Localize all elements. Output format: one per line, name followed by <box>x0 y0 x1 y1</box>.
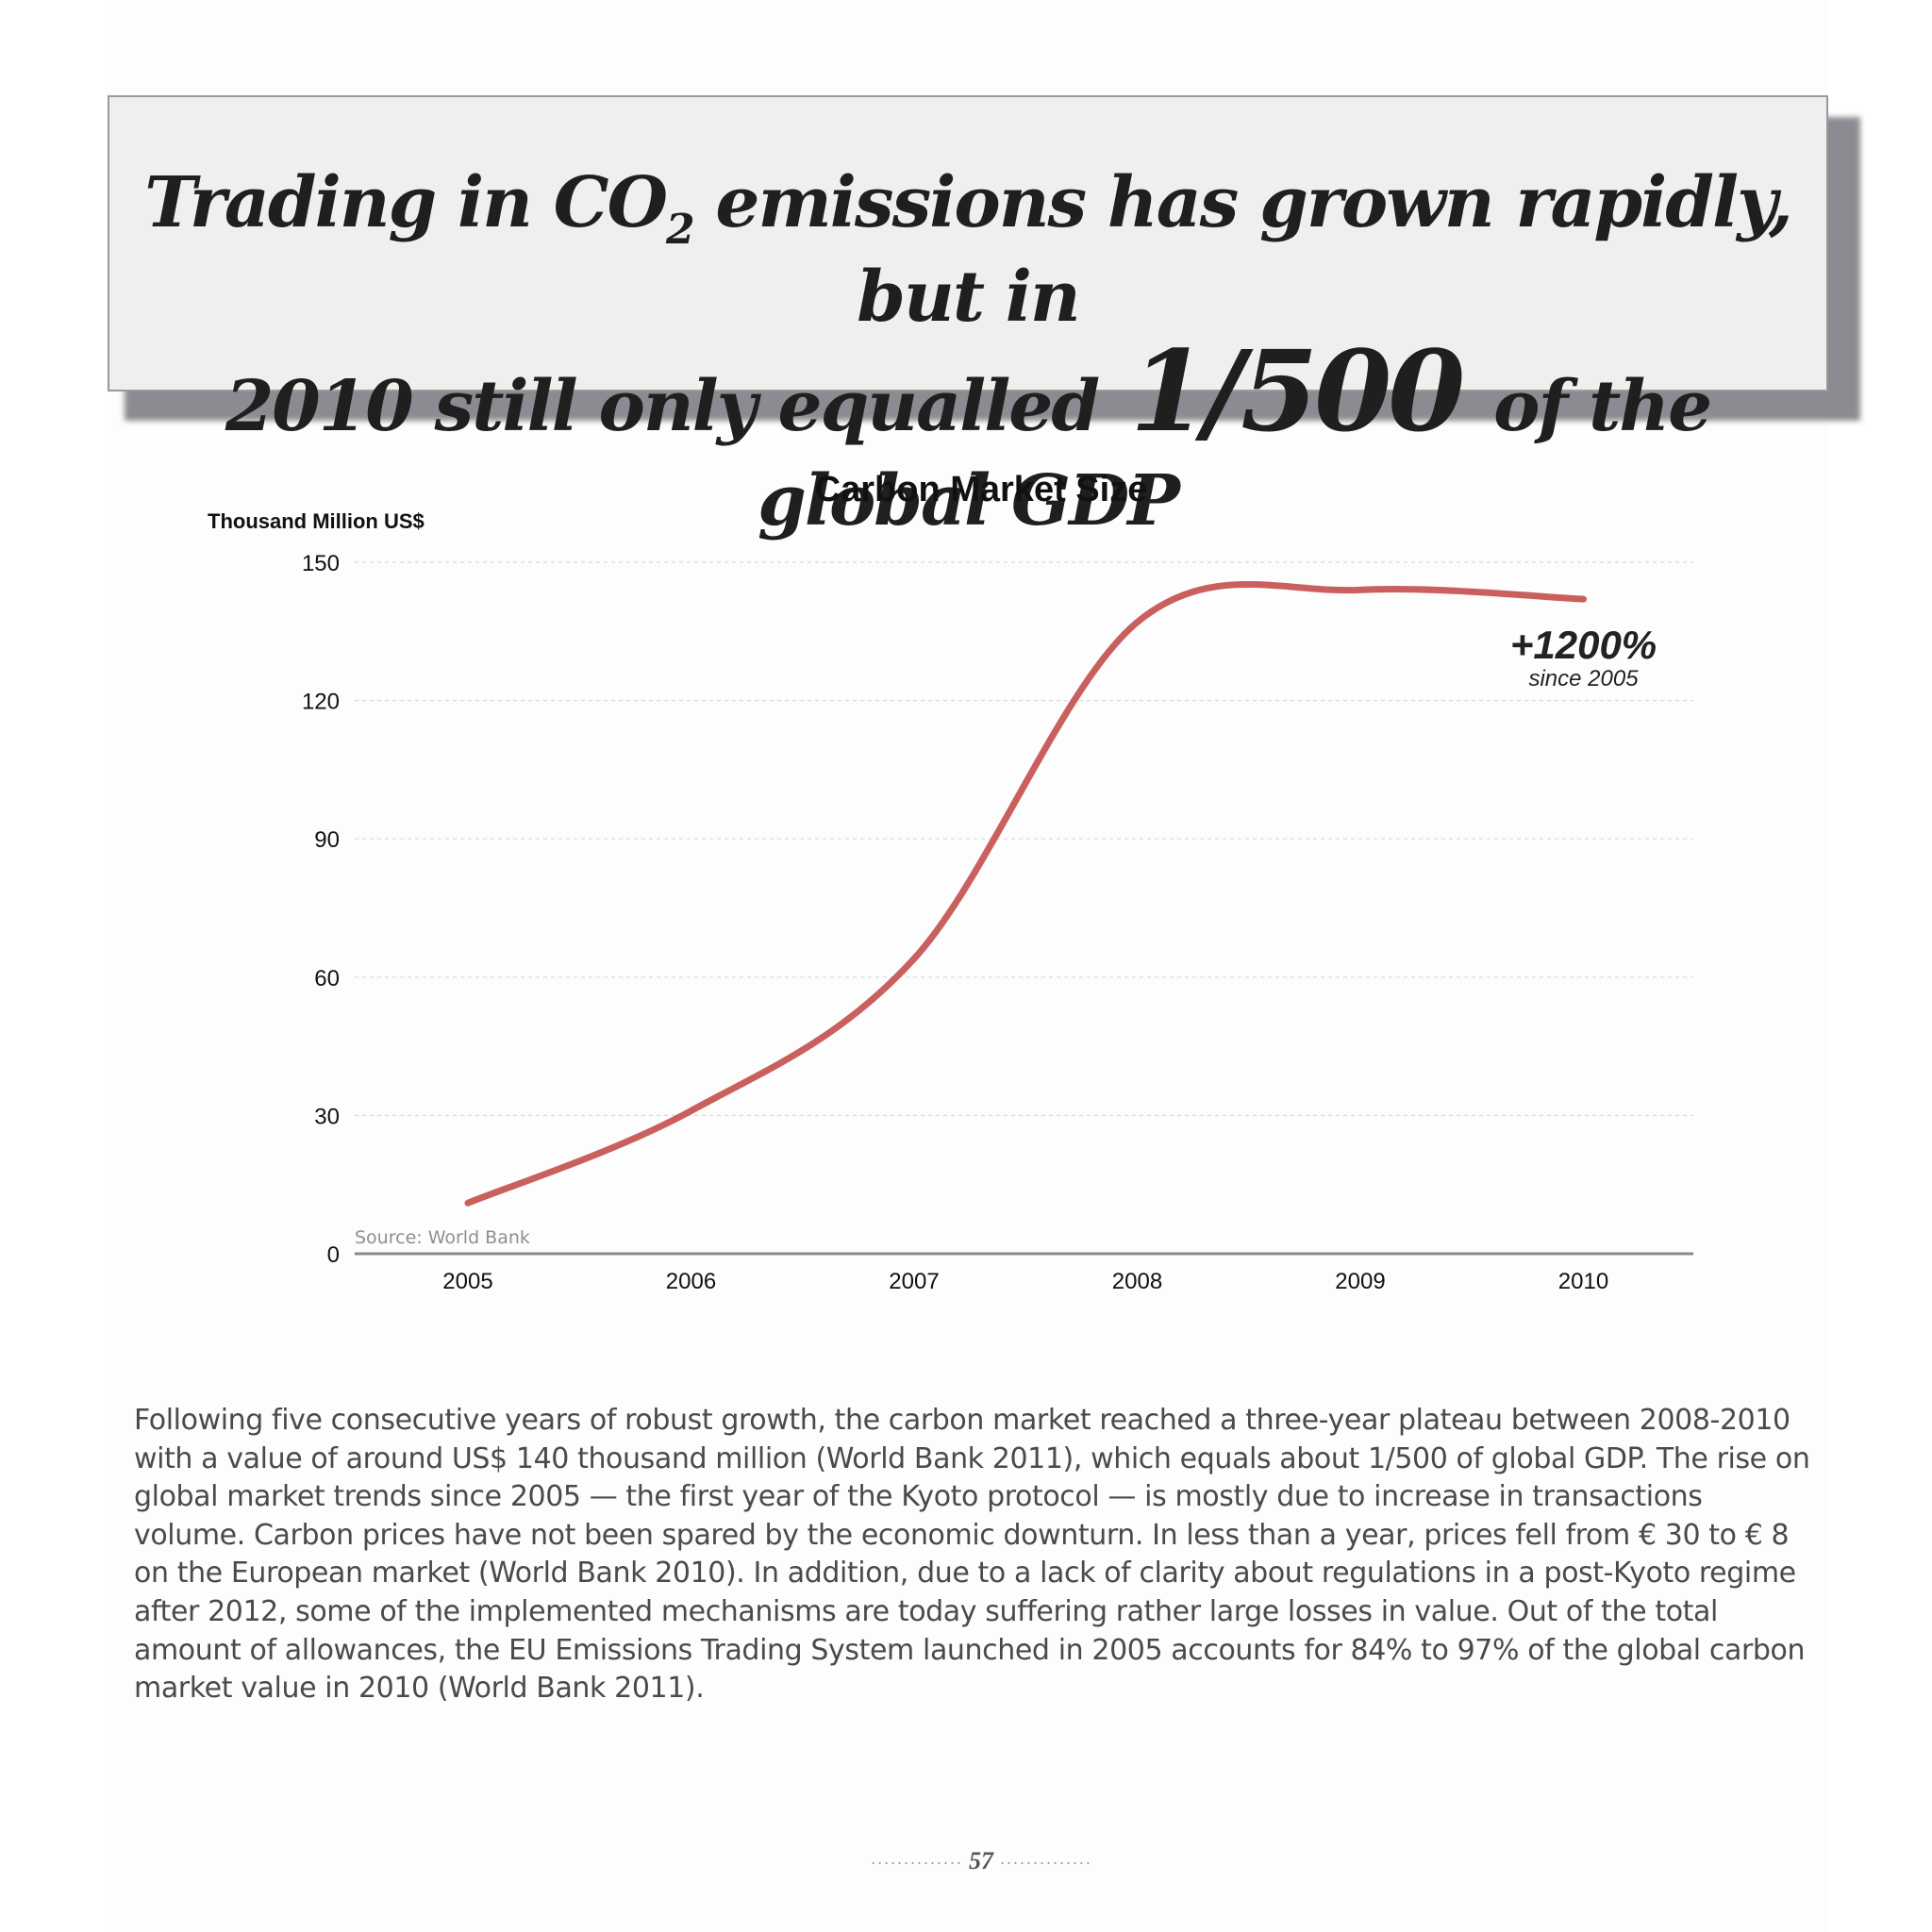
y-tick-labels: 0 30 60 90 120 150 <box>302 551 340 1268</box>
y-tick-label: 60 <box>314 966 340 991</box>
headline-line1-start: Trading in CO <box>144 162 668 243</box>
x-tick-label: 2007 <box>889 1269 939 1294</box>
x-tick-label: 2008 <box>1112 1269 1162 1294</box>
x-tick-label: 2010 <box>1558 1269 1608 1294</box>
x-tick-label: 2005 <box>442 1269 492 1294</box>
annotation-value: +1200% <box>1510 623 1657 667</box>
page-number-value: 57 <box>969 1847 993 1874</box>
page-number-dots-right: ·············· <box>999 1854 1092 1873</box>
grid-lines <box>355 561 1693 1117</box>
headline-highlight-ratio: 1/500 <box>1129 325 1466 457</box>
y-tick-label: 150 <box>302 551 340 576</box>
page-number: ·············· 57 ·············· <box>0 1847 1932 1875</box>
y-tick-label: 0 <box>327 1242 340 1268</box>
y-tick-label: 30 <box>314 1104 340 1129</box>
headline-subscript: 2 <box>666 206 695 254</box>
x-tick-label: 2006 <box>666 1269 716 1294</box>
headline-box: Trading in CO2 emissions has grown rapid… <box>108 95 1828 541</box>
body-text: Following five consecutive years of robu… <box>134 1402 1813 1708</box>
chart-title: Carbon Market Size <box>814 470 1148 509</box>
series-line <box>464 581 1587 1207</box>
headline-line2-start: 2010 still only equalled <box>225 366 1121 447</box>
y-tick-label: 90 <box>314 827 340 853</box>
body-paragraph: Following five consecutive years of robu… <box>134 1404 1810 1706</box>
line-chart: 0 30 60 90 120 150 2005 2006 2007 2008 2009 2010 S… <box>302 551 1693 1294</box>
x-tick-labels: 2005 2006 2007 2008 2009 2010 <box>442 1269 1608 1294</box>
y-tick-label: 120 <box>302 690 340 715</box>
headline-line2-end: of the global GDP <box>758 366 1712 541</box>
source-label: Source: World Bank <box>355 1227 530 1248</box>
y-axis-title: Thousand Million US$ <box>208 509 425 533</box>
headline-line1-end: emissions has grown rapidly, but in <box>692 162 1792 338</box>
page-number-dots-left: ·············· <box>870 1854 963 1873</box>
x-tick-label: 2009 <box>1335 1269 1385 1294</box>
headline: Trading in CO2 emissions has grown rapid… <box>109 156 1826 548</box>
annotation-sublabel: since 2005 <box>1528 666 1639 691</box>
